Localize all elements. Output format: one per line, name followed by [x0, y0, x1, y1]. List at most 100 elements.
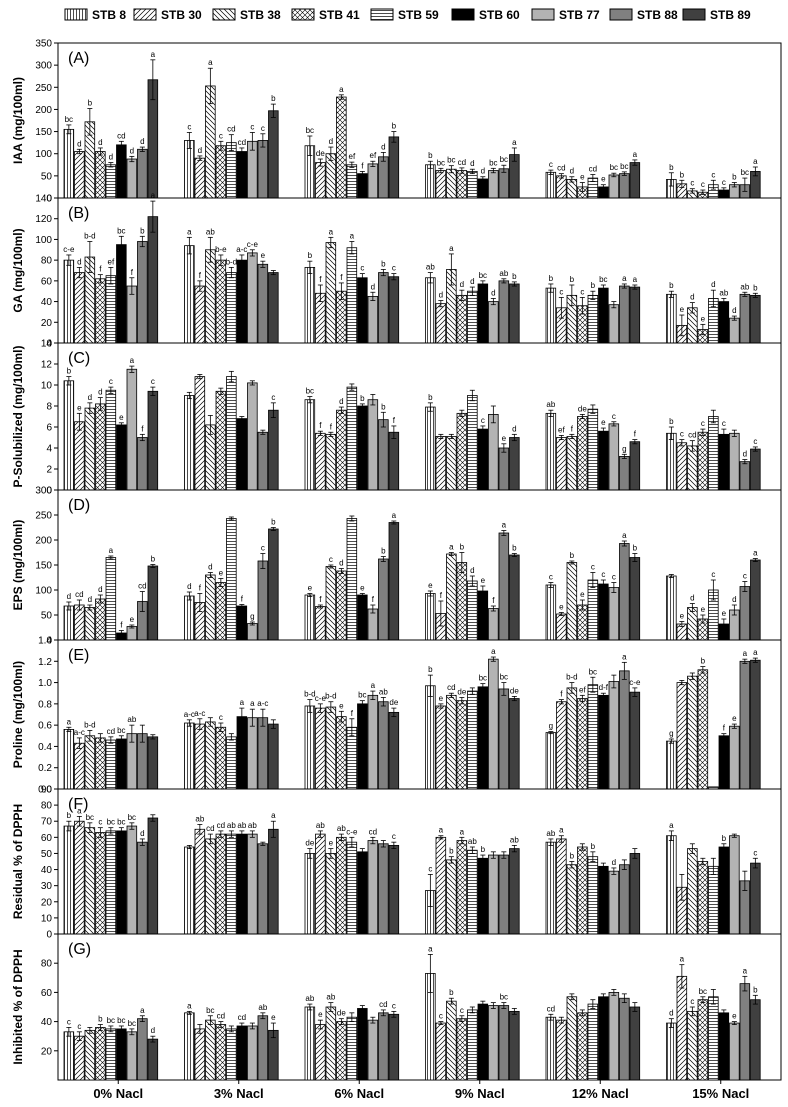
bar	[467, 849, 478, 935]
significance-label: d	[512, 424, 516, 433]
significance-label: d	[88, 595, 92, 604]
significance-label: cd	[458, 158, 466, 167]
significance-label: d	[140, 829, 144, 838]
bar	[477, 857, 489, 935]
bar	[666, 1022, 677, 1081]
significance-label: cd	[75, 590, 83, 599]
bar	[84, 407, 96, 491]
bar	[215, 1024, 227, 1081]
bar	[315, 162, 326, 199]
y-tick-label: 50	[41, 611, 53, 622]
significance-label: c	[711, 570, 715, 579]
significance-label: c	[481, 416, 485, 425]
significance-label: a	[151, 50, 156, 59]
bar	[488, 170, 499, 199]
bar	[587, 856, 599, 935]
y-tick-label: 0.6	[38, 721, 52, 732]
x-category-label: 12% Nacl	[572, 1086, 629, 1101]
bar	[367, 163, 379, 199]
bar	[336, 716, 347, 790]
x-category-label: 9% Nacl	[455, 1086, 505, 1101]
significance-label: a	[559, 826, 564, 835]
significance-label: e	[329, 839, 334, 848]
panel: 0 10 20 30 40 50 60 70 80 90 (F) Residual % of DPPH…	[11, 785, 782, 941]
significance-label: b	[701, 657, 706, 666]
significance-label: a	[428, 944, 433, 953]
bar	[498, 1005, 510, 1081]
bar	[545, 171, 557, 199]
bar	[236, 259, 248, 344]
legend-label: STB 59	[398, 8, 439, 22]
bar	[215, 390, 227, 491]
significance-label: c	[98, 818, 102, 827]
significance-label: f	[141, 424, 144, 433]
bar	[619, 173, 630, 199]
bar	[126, 626, 138, 641]
bar	[467, 395, 478, 491]
significance-label: ef	[108, 257, 115, 266]
bar	[325, 433, 337, 491]
bar	[388, 711, 400, 790]
significance-label: f	[723, 724, 726, 733]
significance-label: d	[109, 153, 113, 162]
bar	[666, 432, 677, 491]
significance-label: c	[612, 412, 616, 421]
bar	[84, 735, 96, 790]
significance-label: d	[208, 563, 212, 572]
bar	[619, 997, 630, 1081]
significance-label: c-e	[63, 245, 75, 254]
bar	[446, 553, 457, 641]
bar	[63, 605, 75, 641]
significance-label: ef	[558, 425, 565, 434]
bar	[257, 717, 269, 790]
significance-label: cd	[206, 824, 214, 833]
significance-label: e	[732, 1012, 737, 1021]
significance-label: e	[360, 584, 365, 593]
bar	[608, 304, 620, 344]
y-tick-label: 140	[35, 194, 52, 205]
y-tick-label: 12	[41, 360, 53, 371]
significance-label: a-c	[236, 245, 247, 254]
bar	[74, 151, 85, 199]
bar	[357, 405, 368, 491]
bar	[336, 96, 347, 199]
significance-label: e	[701, 605, 706, 614]
significance-label: e	[261, 251, 266, 260]
bar	[708, 416, 719, 491]
panel-label: (E)	[68, 647, 89, 664]
significance-label: b	[381, 259, 386, 268]
significance-label: e	[119, 413, 124, 422]
significance-label: d	[140, 137, 144, 146]
bar	[194, 376, 206, 491]
bar	[488, 301, 499, 344]
bar	[587, 684, 599, 790]
significance-label: cd	[557, 164, 565, 173]
significance-label: c	[580, 287, 584, 296]
significance-label: ef	[349, 152, 356, 161]
bar	[357, 277, 368, 344]
significance-label: a	[67, 717, 72, 726]
significance-label: bc	[107, 818, 115, 827]
significance-label: a	[140, 1006, 145, 1015]
significance-label: f	[330, 422, 333, 431]
y-tick-label: 100	[35, 235, 52, 246]
significance-label: c	[722, 419, 726, 428]
bar	[63, 729, 75, 790]
bar	[378, 558, 389, 641]
bar	[184, 846, 195, 935]
bar	[268, 110, 279, 199]
bar	[509, 283, 520, 344]
y-tick-label: 0	[46, 339, 52, 350]
bar	[257, 140, 269, 199]
significance-label: a	[339, 85, 344, 94]
bar	[619, 864, 630, 935]
bar	[619, 285, 630, 344]
significance-label: c	[601, 570, 605, 579]
significance-label: b	[549, 274, 554, 283]
significance-label: d	[98, 138, 102, 147]
significance-label: g	[250, 612, 254, 621]
bar	[215, 726, 227, 790]
